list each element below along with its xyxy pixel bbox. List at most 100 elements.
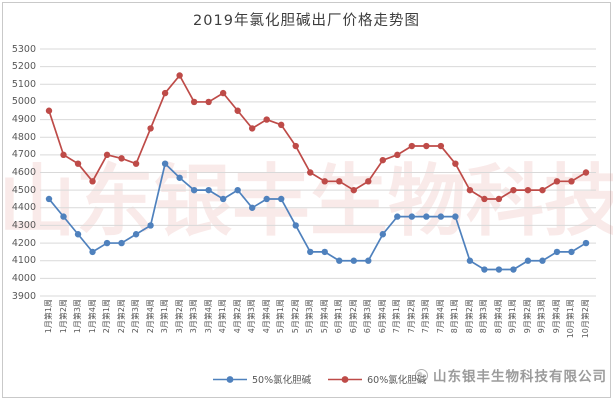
y-axis-tick-label: 4700 [11,149,36,161]
data-point [336,257,343,264]
x-axis-tick-label: 3月第2周 [174,299,184,334]
x-axis-tick-label: 3月第4周 [203,299,213,334]
x-axis-tick-label: 2月第3周 [131,299,141,334]
data-point [147,222,154,229]
data-point [495,195,503,203]
data-point [539,186,546,194]
x-axis-tick-label: 5月第4周 [319,299,329,334]
x-axis-tick-label: 3月第3周 [189,299,199,334]
x-axis-tick-label: 1月第2周 [58,299,68,334]
data-point [408,142,416,150]
data-point [263,195,270,203]
data-point [205,98,212,106]
data-point [132,160,140,167]
chart-legend: 50%氯化胆碱 60%氯化胆碱 [212,372,426,386]
y-axis-tick-label: 4900 [11,114,36,126]
data-point [292,142,299,150]
y-axis-tick-label: 4200 [11,237,36,249]
data-point [423,213,430,220]
y-axis-tick-label: 4100 [11,255,36,267]
data-point [365,178,372,185]
x-axis-tick-label: 3月第1周 [160,299,170,334]
data-point [582,169,590,176]
data-point [452,213,459,220]
y-axis-tick-label: 3900 [11,290,36,302]
data-point [248,204,256,211]
x-axis-tick-label: 6月第1周 [334,299,344,334]
legend-item-60-percent: 60%氯化胆碱 [327,372,426,386]
data-point [132,231,140,238]
data-point [60,151,67,159]
x-axis-tick-label: 2月第2周 [116,299,126,334]
x-axis-tick-label: 8月第2周 [464,299,474,334]
data-point [495,266,503,273]
data-point [510,186,517,194]
x-axis-tick-label: 1月第4周 [87,299,97,334]
data-point [481,266,488,273]
data-point [423,142,430,150]
data-point [307,248,314,256]
data-point [234,107,241,114]
x-axis-tick-label: 10月第2周 [581,299,590,339]
y-axis-tick-label: 5300 [11,43,36,55]
data-point [408,213,416,220]
x-axis-tick-label: 8月第1周 [450,299,460,334]
y-axis-tick-label: 5000 [11,96,36,108]
legend-label-60-percent: 60%氯化胆碱 [367,375,427,386]
x-axis-tick-label: 7月第4周 [435,299,445,334]
data-point [481,195,488,203]
data-point [510,266,517,273]
data-point [234,186,241,194]
data-point [278,121,285,129]
y-axis-tick-label: 4500 [11,184,36,196]
x-axis-tick-label: 8月第3周 [479,299,489,334]
data-point [74,160,82,167]
x-axis-tick-label: 7月第1周 [392,299,402,334]
x-axis-tick-label: 9月第2周 [522,299,532,334]
data-point [89,248,96,256]
x-axis-tick-label: 6月第3周 [363,299,373,334]
data-point [248,125,256,132]
data-point [176,72,183,79]
data-point [45,195,53,203]
data-point [582,239,590,247]
x-axis-tick-label: 7月第2周 [406,299,416,334]
data-point [103,239,111,247]
data-point [452,160,459,167]
data-point [568,248,575,256]
x-axis-tick-label: 1月第3周 [73,299,83,334]
chart-title: 2019年氯化胆碱出厂价格走势图 [193,13,420,29]
data-point [60,213,67,220]
x-axis-tick-label: 5月第1周 [276,299,286,334]
x-axis-tick-label: 5月第2周 [290,299,300,334]
data-point [466,257,474,264]
y-axis-tick-label: 5200 [11,61,36,73]
data-point [103,151,111,159]
company-logo-icon [415,368,428,382]
data-point [74,231,82,238]
x-axis-tick-label: 2月第4周 [145,299,155,334]
x-axis-tick-label: 9月第4周 [551,299,561,334]
data-point [379,231,387,238]
data-point [394,213,401,220]
x-axis-tick-label: 7月第3周 [421,299,431,334]
data-point [365,257,372,264]
x-axis-tick-label: 10月第1周 [566,299,576,339]
data-point [89,178,96,185]
data-point [321,178,328,185]
data-point [161,89,169,97]
company-name: 山东银丰生物科技有限公司 [433,369,607,385]
series-line-50-percent [48,162,587,271]
y-axis-tick-label: 4800 [11,131,36,143]
data-point [190,98,198,106]
data-point [147,125,154,132]
data-point [307,169,314,176]
data-point [524,186,532,194]
data-point [437,213,445,220]
data-point [568,178,575,185]
x-axis-tick-label: 4月第1周 [218,299,228,334]
y-axis-tick-label: 5100 [11,78,36,90]
data-point [205,186,212,194]
x-axis-tick-label: 2月第1周 [102,299,112,334]
